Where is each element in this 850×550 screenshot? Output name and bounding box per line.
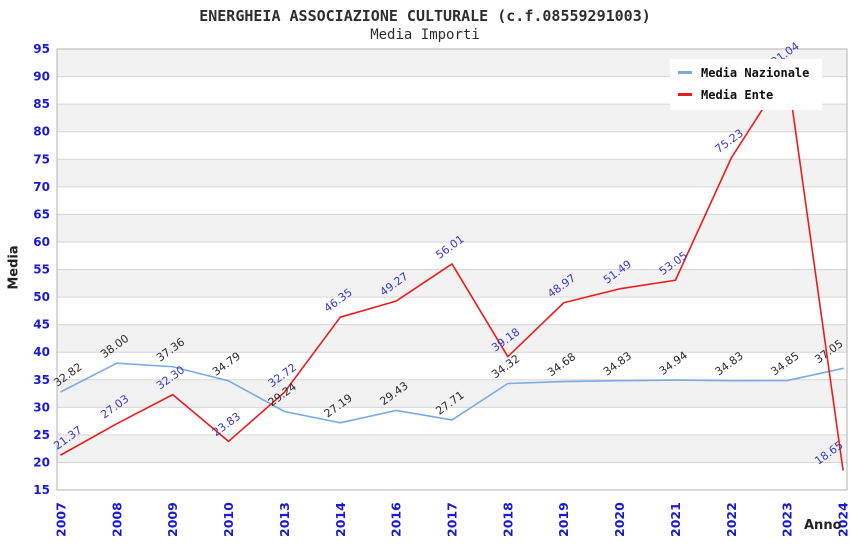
x-tick-label: 2016 [389, 502, 404, 537]
x-tick-label: 2017 [445, 502, 460, 537]
series-line-media-ente [60, 70, 844, 471]
grid-band [57, 297, 847, 325]
legend-item-media-ente: Media Ente [678, 86, 809, 103]
x-tick-label: 2020 [612, 502, 627, 537]
x-axis-title: Anno [804, 518, 842, 533]
y-tick-label: 40 [33, 345, 50, 359]
y-axis-title: Media [6, 245, 22, 290]
y-tick-label: 60 [33, 235, 50, 249]
grid-band [57, 324, 847, 353]
grid-band [57, 159, 847, 187]
chart-title: ENERGHEIA ASSOCIAZIONE CULTURALE (c.f.08… [199, 7, 651, 25]
y-tick-label: 55 [33, 263, 50, 277]
legend-label-media-nazionale: Media Nazionale [701, 65, 810, 80]
x-tick-label: 2008 [109, 502, 124, 537]
y-tick-label: 50 [33, 290, 50, 304]
y-tick-label: 45 [33, 318, 50, 332]
x-tick-label: 2021 [668, 502, 683, 537]
x-tick-label: 2024 [836, 502, 850, 537]
y-tick-label: 95 [33, 42, 50, 56]
grid-band [57, 462, 847, 490]
grid-band [57, 186, 847, 215]
y-tick-label: 75 [33, 152, 50, 166]
x-tick-label: 2019 [556, 502, 571, 537]
grid-band [57, 407, 847, 435]
y-tick-label: 90 [33, 70, 50, 84]
grid-band [57, 269, 847, 298]
x-tick-label: 2023 [780, 502, 795, 537]
y-tick-label: 65 [33, 207, 50, 221]
y-tick-label: 80 [33, 125, 50, 139]
legend-item-media-nazionale: Media Nazionale [678, 64, 809, 81]
x-tick-label: 2022 [724, 502, 739, 537]
y-tick-label: 30 [33, 400, 50, 414]
x-tick-label: 2013 [277, 502, 292, 537]
grid-band [57, 131, 847, 160]
grid-band [57, 434, 847, 463]
y-tick-label: 25 [33, 428, 50, 442]
y-tick-label: 35 [33, 373, 50, 387]
x-tick-label: 2009 [165, 502, 180, 537]
chart-subtitle: Media Importi [370, 27, 480, 43]
y-tick-label: 20 [33, 455, 50, 469]
legend: Media Nazionale Media Ente [670, 59, 823, 110]
x-tick-label: 2007 [54, 502, 69, 537]
y-tick-label: 15 [33, 483, 50, 497]
y-tick-label: 70 [33, 180, 50, 194]
grid-band [57, 379, 847, 408]
grid-band [57, 352, 847, 380]
x-tick-label: 2018 [500, 502, 515, 537]
legend-swatch-media-nazionale [678, 71, 692, 74]
plot-border [56, 48, 848, 491]
legend-label-media-ente: Media Ente [701, 87, 774, 102]
legend-swatch-media-ente [678, 93, 692, 96]
y-tick-label: 85 [33, 97, 50, 111]
grid-band [57, 214, 847, 242]
x-tick-label: 2014 [333, 502, 348, 537]
x-tick-label: 2010 [221, 502, 236, 537]
series-line-media-nazionale [60, 362, 844, 424]
